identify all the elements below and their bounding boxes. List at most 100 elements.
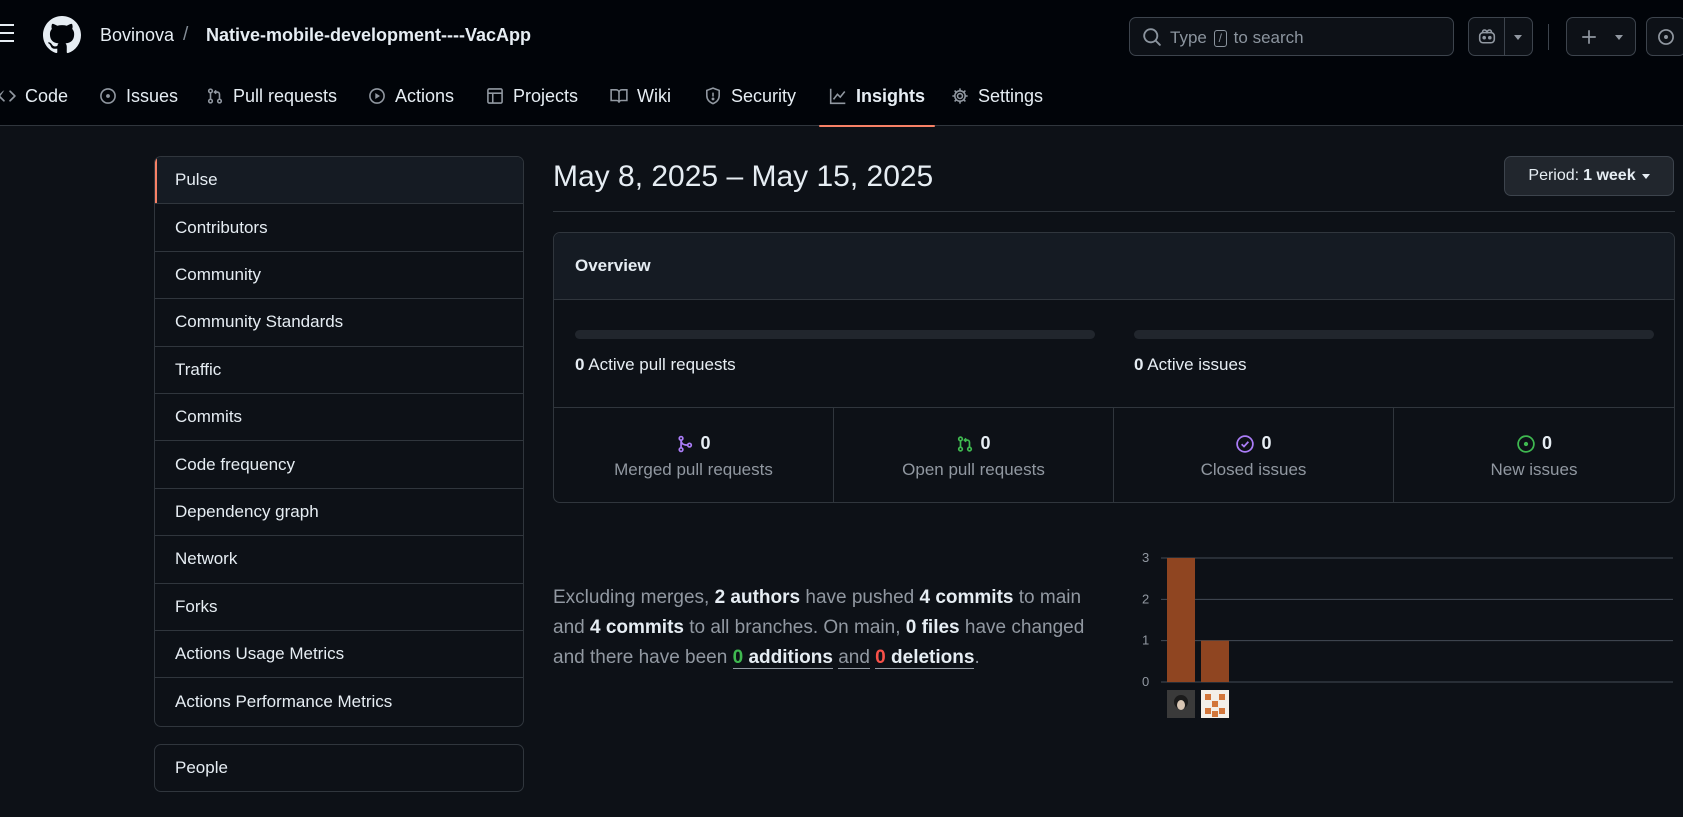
active-issues-progress-bar (1134, 330, 1654, 339)
copilot-dropdown-button[interactable] (1504, 17, 1533, 56)
active-issues-summary[interactable]: 0 Active issues (1134, 355, 1246, 375)
tab-code[interactable]: Code (0, 78, 68, 126)
breadcrumb-separator: / (183, 24, 189, 45)
chart-y-tick-label: 1 (1142, 633, 1149, 648)
sidebar-item-code-frequency[interactable]: Code frequency (155, 441, 523, 489)
tab-issues[interactable]: Issues (99, 78, 178, 126)
active-issues-count: 0 (1134, 355, 1144, 374)
active-prs-count: 0 (575, 355, 585, 374)
tab-security[interactable]: Security (704, 78, 796, 126)
period-label: Period: (1528, 167, 1580, 184)
merged-prs-count: 0 (700, 433, 711, 453)
tab-projects[interactable]: Projects (486, 78, 578, 126)
tab-settings[interactable]: Settings (951, 78, 1043, 126)
search-placeholder-prefix: Type (1170, 28, 1207, 47)
deletions-count: 0 (875, 647, 886, 668)
search-icon (1143, 28, 1161, 46)
sidebar-item-commits[interactable]: Commits (155, 394, 523, 442)
title-divider (553, 211, 1675, 212)
deletions-word: deletions (891, 647, 975, 668)
tab-settings-label: Settings (978, 86, 1044, 106)
tab-wiki-label: Wiki (637, 86, 671, 106)
breadcrumb-owner-link[interactable]: Bovinova (100, 25, 175, 45)
sidebar-item-people[interactable]: People (154, 744, 524, 792)
sidebar-item-pulse[interactable]: Pulse (155, 157, 523, 205)
stat-new-issues[interactable]: 0 New issues (1394, 408, 1674, 502)
search-input[interactable]: Type / to search (1129, 17, 1454, 56)
github-logo-icon[interactable] (43, 16, 81, 54)
summary-text: have pushed (805, 587, 915, 608)
issue-closed-icon (1236, 434, 1255, 453)
chart-bar[interactable] (1167, 558, 1195, 682)
hamburger-menu-icon[interactable] (0, 24, 18, 48)
summary-text: to all branches. On main, (689, 617, 901, 638)
sidebar-item-community-standards[interactable]: Community Standards (155, 299, 523, 347)
author-avatar[interactable] (1167, 690, 1195, 718)
closed-issues-label: Closed issues (1200, 460, 1307, 479)
issue-opened-icon (100, 88, 116, 104)
sidebar-item-forks[interactable]: Forks (155, 584, 523, 631)
author-avatar[interactable] (1201, 690, 1229, 718)
stat-merged-prs[interactable]: 0 Merged pull requests (554, 408, 834, 502)
summary-text: to main and (553, 587, 1082, 638)
tab-pull-requests[interactable]: Pull requests (206, 78, 337, 126)
search-placeholder: Type / to search (1170, 28, 1304, 48)
summary-files: 0 files (905, 617, 960, 638)
copilot-icon (1478, 29, 1496, 44)
tab-wiki[interactable]: Wiki (610, 78, 671, 126)
tab-pull-requests-label: Pull requests (233, 86, 338, 106)
code-icon (0, 90, 16, 102)
stat-open-prs[interactable]: 0 Open pull requests (834, 408, 1114, 502)
top-bar: Bovinova / Native-mobile-development----… (0, 0, 1683, 72)
issue-circle-icon (1658, 29, 1674, 45)
overview-header: Overview (554, 233, 1674, 300)
sidebar-item-dependency-graph[interactable]: Dependency graph (155, 489, 523, 537)
chart-y-tick-label: 2 (1142, 591, 1149, 606)
period-select-button[interactable]: Period: 1 week (1504, 156, 1674, 196)
deletions-link[interactable]: 0 deletions (875, 647, 975, 669)
stat-closed-issues[interactable]: 0 Closed issues (1114, 408, 1394, 502)
tab-insights-label: Insights (856, 86, 926, 106)
book-icon (610, 89, 628, 103)
breadcrumb-repo-link[interactable]: Native-mobile-development----VacApp (206, 25, 532, 45)
issues-overview-button[interactable] (1646, 17, 1683, 56)
merged-prs-label: Merged pull requests (614, 460, 773, 479)
additions-count: 0 (732, 647, 744, 668)
sidebar-item-network[interactable]: Network (155, 536, 523, 584)
additions-link[interactable]: 0 additions (732, 647, 833, 669)
tab-actions[interactable]: Actions (368, 78, 454, 126)
search-placeholder-suffix: to search (1233, 28, 1304, 47)
sidebar-item-community[interactable]: Community (155, 252, 523, 300)
create-new-button[interactable] (1566, 17, 1636, 56)
gear-icon (952, 88, 968, 104)
plus-icon (1582, 30, 1596, 44)
chart-y-tick-label: 0 (1142, 674, 1149, 689)
chart-bar[interactable] (1201, 640, 1229, 682)
chevron-down-icon (1641, 173, 1650, 179)
page-title-date-range: May 8, 2025 – May 15, 2025 (553, 160, 934, 193)
tab-security-label: Security (731, 86, 797, 106)
sidebar-item-traffic[interactable]: Traffic (155, 347, 523, 394)
tab-insights[interactable]: Insights (818, 78, 936, 127)
and-text: and (838, 647, 870, 669)
overview-stats: 0 Merged pull requests 0 Open pull reque… (554, 408, 1674, 502)
play-icon (369, 88, 385, 104)
sidebar-item-actions-performance-metrics[interactable]: Actions Performance Metrics (175, 691, 393, 711)
issue-opened-icon (1517, 434, 1535, 453)
global-header: Bovinova / Native-mobile-development----… (0, 0, 1683, 127)
open-prs-label: Open pull requests (902, 460, 1045, 479)
chart-y-tick-label: 3 (1142, 550, 1149, 565)
chevron-down-icon (1615, 35, 1623, 40)
sidebar-item-contributors[interactable]: Contributors (155, 204, 523, 252)
new-issues-count: 0 (1541, 433, 1552, 453)
summary-authors: 2 authors (714, 587, 801, 608)
overview-activity: 0 Active pull requests 0 Active issues (554, 300, 1674, 408)
shield-icon (706, 87, 720, 105)
chevron-down-icon (1514, 35, 1522, 40)
active-prs-summary[interactable]: 0 Active pull requests (575, 355, 736, 375)
active-prs-label: Active pull requests (588, 355, 736, 374)
overview-panel: Overview 0 Active pull requests 0 Active… (553, 232, 1675, 503)
new-issues-label: New issues (1490, 460, 1578, 479)
copilot-button[interactable] (1468, 17, 1504, 56)
sidebar-item-actions-usage-metrics[interactable]: Actions Usage Metrics (155, 631, 523, 679)
